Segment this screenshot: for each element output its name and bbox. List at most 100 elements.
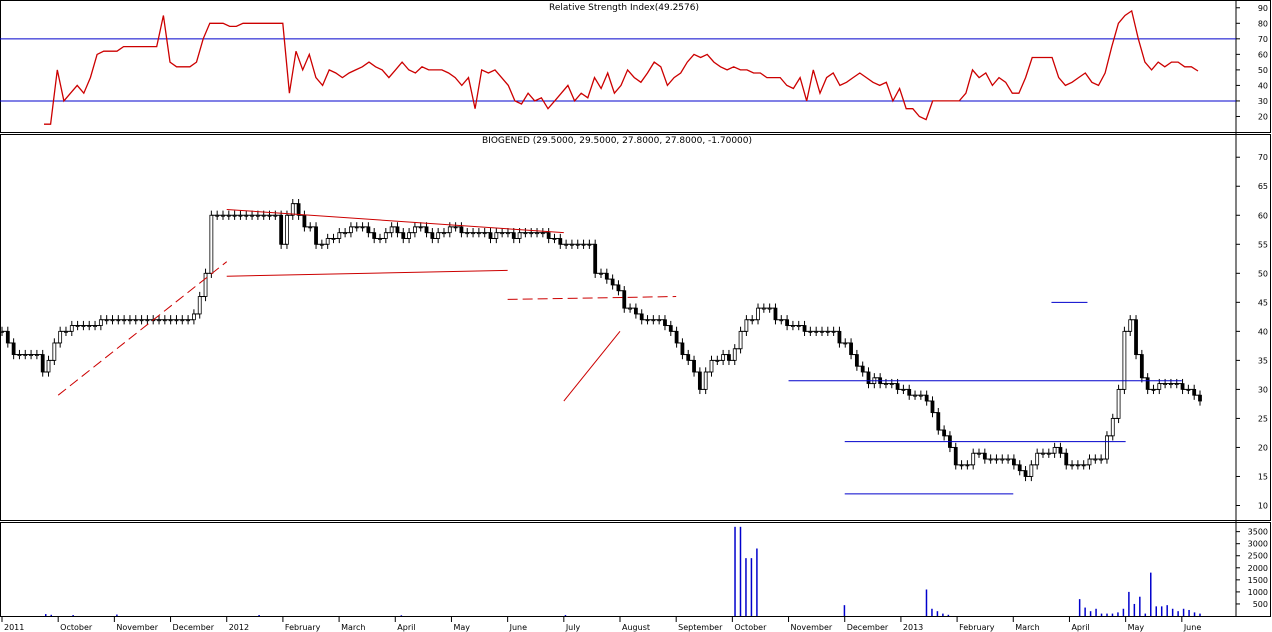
- y-tick-label: 30: [1258, 385, 1268, 394]
- price-candle: [697, 371, 702, 390]
- price-candle: [907, 388, 912, 396]
- price-candle: [1064, 452, 1069, 466]
- volume-panel: 500 1000 1500 2000 2500 3000 3500: [45, 526, 1268, 616]
- y-tick-label: 70: [1258, 35, 1268, 44]
- price-candle: [488, 232, 493, 239]
- price-candle: [866, 371, 871, 384]
- x-tick-label: April: [1071, 623, 1089, 632]
- price-candle: [424, 226, 429, 234]
- y-tick-label: 55: [1258, 240, 1268, 249]
- y-tick-label: 65: [1258, 182, 1268, 191]
- price-candle: [854, 354, 859, 367]
- price-candle: [1058, 447, 1063, 454]
- price-candle: [982, 452, 987, 460]
- price-candle: [692, 359, 696, 373]
- price-candle: [721, 354, 726, 361]
- price-candle: [674, 330, 679, 344]
- y-tick-label: 3500: [1248, 528, 1268, 537]
- price-candle: [930, 400, 935, 414]
- price-candle: [703, 371, 708, 390]
- x-tick-label: 2012: [229, 623, 249, 632]
- price-candle: [296, 203, 301, 216]
- price-candle: [325, 238, 330, 245]
- y-tick-label: 3000: [1248, 540, 1268, 549]
- x-tick-label: July: [565, 623, 581, 632]
- y-tick-label: 45: [1258, 298, 1268, 307]
- price-candle: [436, 232, 441, 239]
- price-candle: [11, 342, 16, 355]
- y-tick-label: 80: [1258, 19, 1268, 28]
- x-tick-label: February: [959, 623, 995, 632]
- price-candle: [46, 359, 51, 373]
- price-candle: [610, 278, 615, 286]
- price-candle: [1180, 383, 1185, 390]
- price-candle: [1128, 319, 1133, 332]
- price-candle: [1198, 394, 1202, 402]
- price-candle: [668, 325, 673, 332]
- x-tick-label: June: [1183, 623, 1202, 632]
- x-tick-label: June: [509, 623, 528, 632]
- price-candle: [971, 452, 976, 466]
- x-tick-label: December: [173, 623, 215, 632]
- y-tick-label: 2500: [1248, 552, 1268, 561]
- price-candle: [511, 232, 516, 239]
- price-candle: [663, 319, 667, 326]
- price-candle: [633, 307, 638, 315]
- price-candle: [447, 226, 452, 234]
- price-frame: [0, 134, 1271, 521]
- price-candle: [953, 447, 958, 466]
- price-candle: [52, 342, 57, 361]
- price-candle: [1145, 377, 1150, 390]
- price-candle: [279, 214, 284, 245]
- x-tick-label: May: [1128, 623, 1145, 632]
- rsi-frame: [0, 0, 1271, 133]
- price-candle: [1087, 458, 1092, 466]
- price-candle: [69, 325, 74, 332]
- x-tick-label: 2011: [4, 623, 24, 632]
- price-candle: [192, 313, 196, 321]
- price-title: BIOGENED (29.5000, 29.5000, 27.8000, 27.…: [482, 136, 752, 146]
- x-tick-label: November: [791, 623, 833, 632]
- panel-frames: [0, 0, 1271, 617]
- price-candle: [680, 342, 685, 355]
- trendline-4: [563, 331, 621, 402]
- y-tick-label: 90: [1258, 4, 1268, 13]
- x-tick-label: October: [60, 623, 93, 632]
- price-candle: [593, 243, 598, 274]
- price-candle: [686, 354, 691, 361]
- y-tick-label: 10: [1258, 501, 1268, 510]
- price-candle: [727, 354, 731, 361]
- price-candle: [756, 307, 760, 321]
- x-tick-label: August: [622, 623, 650, 632]
- y-tick-label: 50: [1258, 269, 1268, 278]
- x-tick-label: May: [453, 623, 470, 632]
- x-tick-label: March: [341, 623, 365, 632]
- y-tick-label: 1000: [1248, 588, 1268, 597]
- price-candle: [1105, 435, 1109, 460]
- price-candle: [732, 348, 737, 361]
- price-candle: [1110, 418, 1115, 437]
- price-candle: [494, 232, 499, 239]
- price-candle: [209, 214, 214, 274]
- price-candle: [802, 325, 807, 332]
- trendline-1: [226, 208, 564, 234]
- price-candle: [389, 226, 394, 234]
- rsi-title: Relative Strength Index(49.2576): [549, 3, 699, 13]
- price-candle: [5, 330, 10, 344]
- price-candle: [1157, 383, 1162, 390]
- price-candle: [430, 232, 435, 239]
- x-tick-label: September: [678, 623, 723, 632]
- price-candle: [197, 296, 202, 315]
- price-candle: [40, 354, 45, 373]
- x-tick-label: October: [734, 623, 767, 632]
- trendline-3: [507, 296, 677, 300]
- price-candle: [349, 226, 353, 234]
- price-candle: [860, 365, 865, 373]
- price-candle: [622, 290, 627, 309]
- price-candle: [709, 359, 714, 373]
- x-tick-label: April: [397, 623, 415, 632]
- y-tick-label: 40: [1258, 327, 1268, 336]
- price-candle: [1035, 452, 1040, 466]
- x-tick-label: November: [116, 623, 158, 632]
- price-candle: [407, 232, 411, 239]
